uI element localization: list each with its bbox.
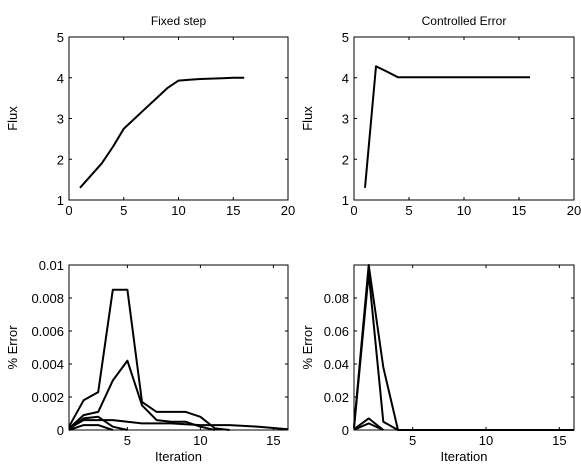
y-tick-label: 3 (57, 112, 64, 127)
y-tick-label: 1 (342, 193, 349, 208)
x-tick-label: 10 (171, 203, 185, 218)
x-tick-label: 5 (120, 203, 127, 218)
x-axis-label: Iteration (155, 449, 202, 464)
plot-frame (353, 36, 575, 201)
x-tick-label: 15 (512, 203, 526, 218)
y-tick-label: 0 (342, 423, 349, 438)
y-tick-label: 0.04 (324, 357, 349, 372)
x-tick-label: 20 (281, 203, 295, 218)
y-axis-label: % Error (5, 325, 20, 370)
plot-frame (68, 36, 289, 201)
series-line-5 (68, 424, 114, 431)
series-line-3 (68, 419, 289, 431)
y-tick-label: 0 (57, 423, 64, 438)
y-tick-label: 0.01 (39, 258, 64, 273)
y-tick-label: 5 (57, 30, 64, 45)
x-tick-label: 20 (567, 203, 581, 218)
y-tick-label: 0.006 (31, 324, 64, 339)
y-axis-label: Flux (300, 106, 315, 131)
x-tick-label: 10 (193, 433, 207, 448)
series-line-4 (68, 415, 128, 431)
y-tick-label: 0.004 (31, 357, 64, 372)
y-tick-label: 5 (342, 30, 349, 45)
series-line-4 (353, 422, 384, 431)
y-tick-label: 0.08 (324, 291, 349, 306)
panel-2: 0 5 10 15 20 1 2 3 4 5 Controlled Error Flux (300, 14, 581, 218)
series-line-2 (353, 272, 399, 431)
x-tick-label: 0 (350, 203, 357, 218)
y-tick-label: 0.06 (324, 324, 349, 339)
y-tick-label: 4 (57, 71, 64, 86)
y-tick-label: 4 (342, 71, 349, 86)
y-tick-label: 2 (57, 152, 64, 167)
series-line-3 (353, 417, 384, 431)
y-tick-label: 0.02 (324, 390, 349, 405)
chart-title: Controlled Error (422, 14, 507, 28)
y-tick-label: 0.002 (31, 390, 64, 405)
series-line-1 (68, 288, 230, 431)
x-tick-label: 0 (65, 203, 72, 218)
y-tick-label: 1 (57, 193, 64, 208)
x-tick-label: 10 (479, 433, 493, 448)
plot-frame (68, 264, 289, 431)
plot-frame (353, 264, 575, 431)
series-line-1 (353, 264, 574, 431)
y-axis-label: Flux (5, 106, 20, 131)
x-tick-label: 5 (124, 433, 131, 448)
x-tick-label: 15 (226, 203, 240, 218)
y-axis-label: % Error (300, 325, 315, 370)
x-tick-label: 5 (405, 203, 412, 218)
y-tick-label: 0.008 (31, 291, 64, 306)
x-tick-label: 10 (457, 203, 471, 218)
panel-1: 0 5 10 15 20 1 2 3 4 5 Fixed step Flux (5, 14, 295, 218)
panel-4: 5 10 15 0 0.02 0.04 0.06 0.08 Iteration % Error (300, 264, 575, 464)
series-line-1 (79, 76, 245, 189)
x-tick-label: 15 (266, 433, 280, 448)
x-tick-label: 15 (552, 433, 566, 448)
chart-title: Fixed step (151, 14, 207, 28)
y-tick-label: 2 (342, 152, 349, 167)
series-line-2 (68, 359, 216, 431)
x-tick-label: 5 (409, 433, 416, 448)
series-line-1 (364, 65, 530, 188)
x-axis-label: Iteration (441, 449, 488, 464)
y-tick-label: 3 (342, 112, 349, 127)
panel-3: 5 10 15 0 0.002 0.004 0.006 0.008 0.01 Iteration%… (5, 258, 289, 464)
